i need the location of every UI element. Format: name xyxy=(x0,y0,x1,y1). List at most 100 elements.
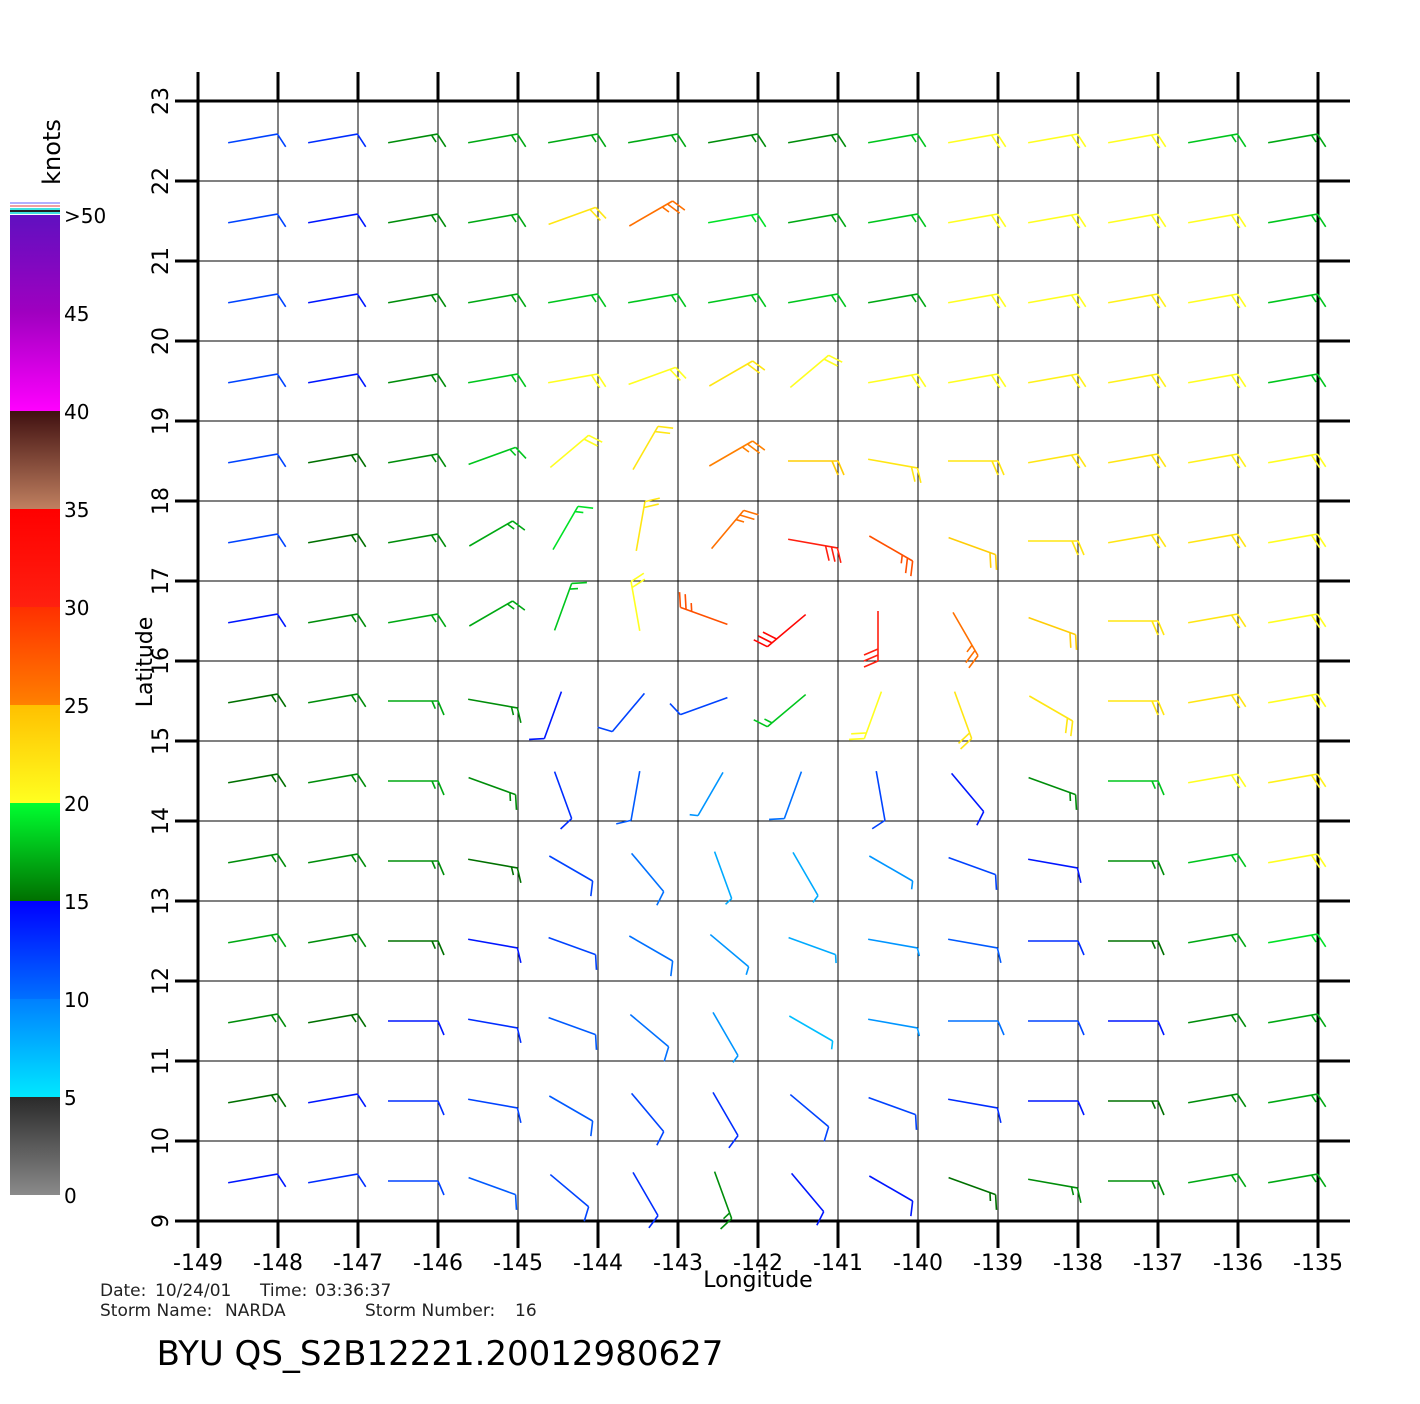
wind-barb xyxy=(1268,1013,1327,1028)
wind-barb xyxy=(632,425,674,471)
wind-barb xyxy=(632,1171,659,1229)
date: 10/24/01 xyxy=(155,1281,231,1301)
colorbar-segment xyxy=(10,607,60,705)
wind-barb xyxy=(1108,1100,1165,1116)
wind-barb xyxy=(468,1098,522,1123)
x-tick-label: -148 xyxy=(253,1251,303,1276)
wind-barb xyxy=(628,200,686,227)
wind-barb xyxy=(769,771,803,821)
wind-barb xyxy=(308,933,367,948)
wind-barb xyxy=(753,613,807,648)
x-tick-label: -137 xyxy=(1133,1251,1183,1276)
wind-barb xyxy=(1028,1100,1085,1116)
wind-barb xyxy=(228,293,287,308)
wind-barb xyxy=(790,1172,825,1226)
wind-barb xyxy=(228,773,287,788)
wind-barb xyxy=(1268,853,1327,869)
wind-barb xyxy=(1188,693,1247,709)
wind-barb xyxy=(548,206,607,226)
wind-barb xyxy=(388,780,445,796)
wind-barb xyxy=(789,1093,830,1142)
wind-barb xyxy=(228,453,287,468)
wind-barb xyxy=(548,1095,594,1137)
wind-barb xyxy=(308,1013,367,1028)
wind-barb xyxy=(1188,1013,1247,1028)
wind-barb xyxy=(468,698,522,723)
x-tick-label: -135 xyxy=(1293,1251,1343,1276)
wind-barb xyxy=(868,938,921,957)
wind-barb xyxy=(468,520,526,547)
wind-barb xyxy=(1028,776,1078,810)
wind-barb xyxy=(948,1098,1002,1123)
wind-barb xyxy=(308,613,367,628)
wind-barb xyxy=(1268,373,1327,388)
wind-barb xyxy=(708,293,767,308)
wind-barb xyxy=(308,533,367,548)
colorbar-label: 40 xyxy=(64,400,89,424)
colorbar-segment xyxy=(10,901,60,999)
colorbar-label: >50 xyxy=(64,204,106,228)
colorbar-cap xyxy=(10,210,60,212)
wind-barb xyxy=(1188,373,1247,389)
wind-barb xyxy=(308,213,367,228)
wind-barb xyxy=(388,1100,445,1116)
wind-barb xyxy=(1268,1173,1327,1188)
date-label: Date: xyxy=(100,1281,146,1301)
wind-barb xyxy=(308,773,367,788)
wind-barb xyxy=(868,213,927,228)
wind-barb xyxy=(1108,700,1165,716)
y-tick-label: 10 xyxy=(149,1127,174,1155)
wind-barb xyxy=(616,771,641,825)
wind-barb xyxy=(1028,373,1087,389)
wind-barb xyxy=(1268,933,1327,948)
colorbar-label: 10 xyxy=(64,988,89,1012)
wind-barb xyxy=(1028,213,1087,229)
wind-barb xyxy=(1188,933,1247,948)
colorbar-title: knots xyxy=(38,119,66,185)
wind-barb xyxy=(868,458,922,483)
wind-barb xyxy=(1108,1020,1165,1036)
colorbar-label: 25 xyxy=(64,694,89,718)
wind-barb xyxy=(468,446,527,466)
wind-barb xyxy=(712,1011,739,1063)
wind-barb xyxy=(308,1093,367,1108)
colorbar-label: 0 xyxy=(64,1184,77,1208)
wind-barb xyxy=(1268,693,1327,709)
wind-barb xyxy=(868,133,927,148)
wind-barb xyxy=(1188,453,1247,469)
wind-barb xyxy=(468,776,518,810)
wind-barb xyxy=(1028,616,1078,650)
wind-barb xyxy=(308,693,367,708)
wind-barb xyxy=(228,533,287,548)
wind-barb xyxy=(868,1175,914,1217)
wind-barb xyxy=(388,133,447,148)
colorbar-segment xyxy=(10,411,60,509)
wind-barb xyxy=(1108,213,1167,229)
wind-barb xyxy=(388,860,445,876)
y-tick-label: 16 xyxy=(149,647,174,675)
wind-barb xyxy=(1268,133,1327,148)
wind-barb xyxy=(849,691,883,741)
wind-barb xyxy=(792,851,819,903)
wind-barb xyxy=(863,611,879,668)
wind-barb xyxy=(1028,540,1085,556)
colorbar-label: 45 xyxy=(64,302,89,326)
wind-barb xyxy=(1268,293,1327,308)
wind-barb xyxy=(669,696,728,716)
wind-barb xyxy=(788,460,845,476)
colorbar-label: 20 xyxy=(64,792,89,816)
wind-barb xyxy=(468,133,527,148)
colorbar-label: 15 xyxy=(64,890,89,914)
wind-barb xyxy=(709,933,750,975)
colorbar-segment xyxy=(10,215,60,313)
wind-barb xyxy=(1188,773,1247,789)
wind-barb xyxy=(1108,780,1165,796)
colorbar-segment xyxy=(10,999,60,1097)
wind-barb xyxy=(953,691,973,750)
wind-barb xyxy=(228,853,287,868)
wind-barb xyxy=(548,936,598,970)
colorbar-cap xyxy=(10,205,60,207)
colorbar-cap xyxy=(10,208,60,210)
wind-barb xyxy=(548,1016,598,1050)
wind-barb xyxy=(630,852,665,906)
